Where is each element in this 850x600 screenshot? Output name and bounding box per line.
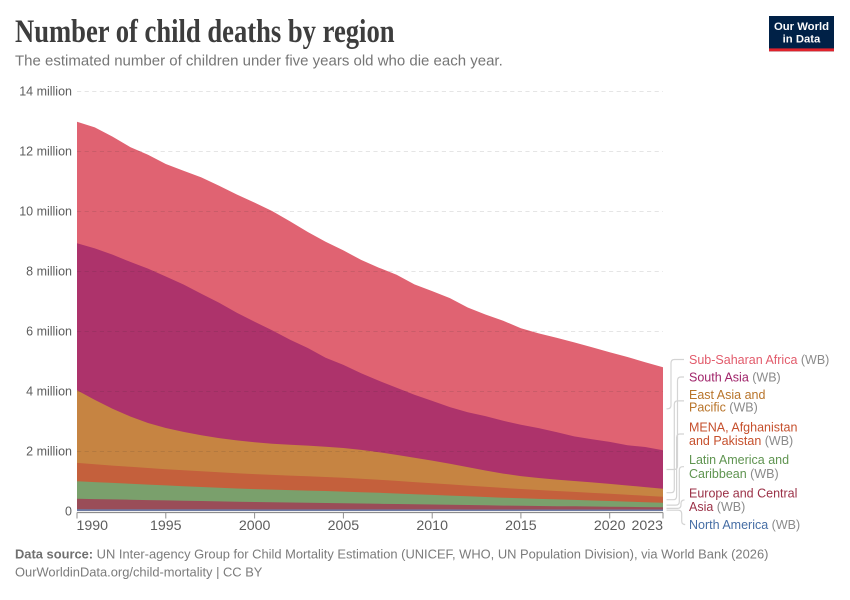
svg-text:2 million: 2 million [26, 445, 72, 459]
svg-text:North America (WB): North America (WB) [689, 518, 800, 532]
svg-text:2000: 2000 [239, 518, 271, 534]
svg-text:Number of child deaths by regi: Number of child deaths by region [15, 13, 395, 49]
svg-text:1990: 1990 [77, 518, 109, 534]
svg-text:Caribbean (WB): Caribbean (WB) [689, 467, 779, 481]
svg-text:and Pakistan (WB): and Pakistan (WB) [689, 434, 793, 448]
svg-text:East Asia and: East Asia and [689, 388, 765, 402]
svg-text:2023: 2023 [631, 518, 663, 534]
svg-text:South Asia (WB): South Asia (WB) [689, 370, 781, 384]
svg-text:OurWorldinData.org/child-morta: OurWorldinData.org/child-mortality | CC … [15, 565, 263, 580]
svg-text:Sub-Saharan Africa (WB): Sub-Saharan Africa (WB) [689, 353, 829, 367]
svg-text:1995: 1995 [150, 518, 182, 534]
svg-text:Latin America and: Latin America and [689, 453, 789, 467]
svg-text:The estimated number of childr: The estimated number of children under f… [15, 53, 503, 70]
svg-text:8 million: 8 million [26, 265, 72, 279]
svg-text:2005: 2005 [328, 518, 360, 534]
svg-text:Asia (WB): Asia (WB) [689, 500, 745, 514]
svg-text:2015: 2015 [505, 518, 537, 534]
svg-text:2020: 2020 [594, 518, 626, 534]
svg-text:6 million: 6 million [26, 325, 72, 339]
svg-text:Europe and Central: Europe and Central [689, 487, 797, 501]
svg-text:Pacific (WB): Pacific (WB) [689, 401, 758, 415]
svg-text:0: 0 [65, 505, 72, 519]
svg-text:Our World: Our World [774, 21, 829, 33]
svg-text:12 million: 12 million [19, 145, 72, 159]
svg-text:in Data: in Data [783, 34, 821, 46]
svg-text:Data source: UN Inter-agency G: Data source: UN Inter-agency Group for C… [15, 547, 768, 562]
svg-text:14 million: 14 million [19, 85, 72, 99]
svg-text:4 million: 4 million [26, 385, 72, 399]
svg-text:10 million: 10 million [19, 205, 72, 219]
svg-text:2010: 2010 [416, 518, 448, 534]
svg-text:MENA, Afghanistan: MENA, Afghanistan [689, 421, 797, 435]
